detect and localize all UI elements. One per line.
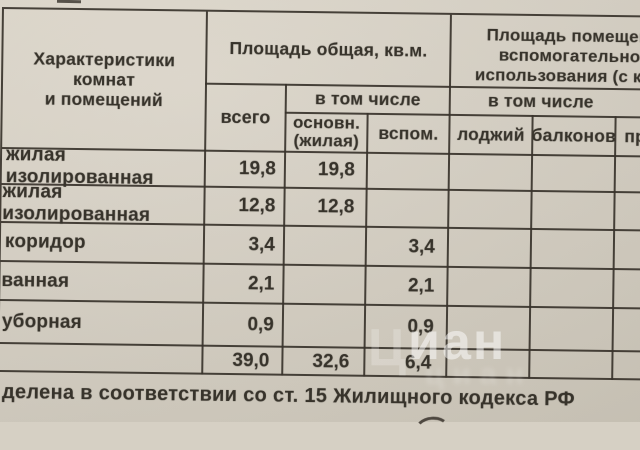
row-label [0,344,202,375]
cell-total: 12,8 [238,195,276,217]
header-balconies: балконов [531,124,617,146]
row-label: жилая изолированная [2,181,151,226]
header-auxiliary: вспом. [378,122,439,144]
cell-main: 32,6 [312,351,350,373]
cell-total: 3,4 [248,233,276,256]
header-main-living: основн. (жилая) [292,112,361,151]
watermark-initial: Ц [368,319,408,377]
cian-watermark: Циан [368,312,507,377]
row-label: коридор [4,230,86,253]
cell-total: 39,0 [232,350,270,372]
header-total: всего [220,106,271,128]
header-characteristics: Характеристики комнат и помещений [33,48,176,111]
signature-stroke [413,415,452,447]
scanned-paper-background [0,0,640,422]
cell-total: 19,8 [238,158,277,180]
area-table: Характеристики комнат и помещений Площад… [0,7,640,382]
cian-watermark-echo: циан [425,358,533,391]
cell-aux: 3,4 [408,235,436,258]
row-label: ванная [1,269,70,292]
cell-aux [367,190,447,227]
cell-main [284,266,364,304]
header-other: пр [624,125,640,146]
cell-main [285,227,365,265]
header-including-left: в том числе [314,88,421,110]
cell-aux: 2,1 [407,274,435,297]
cell-total: 2,1 [247,272,275,295]
cell-main [284,305,365,347]
header-loggias: лоджий [456,123,525,145]
row-label: жилая изолированная [5,144,154,189]
row-label: уборная [1,310,83,333]
cell-main: 19,8 [317,159,356,181]
cell-aux [368,154,448,189]
cell-total: 0,9 [247,313,275,336]
page-edge-artifact [56,0,82,4]
header-including-right: в том числе [487,90,594,112]
header-aux-area-group: Площадь помещений вспомогательного испол… [474,24,640,87]
footer-note: делена в соответствии со ст. 15 Жилищног… [1,381,576,411]
header-total-area-group: Площадь общая, кв.м. [229,37,428,61]
scanned-document: Характеристики комнат и помещений Площад… [0,7,640,447]
cell-main: 12,8 [317,196,355,218]
watermark-text: иан [407,313,507,371]
